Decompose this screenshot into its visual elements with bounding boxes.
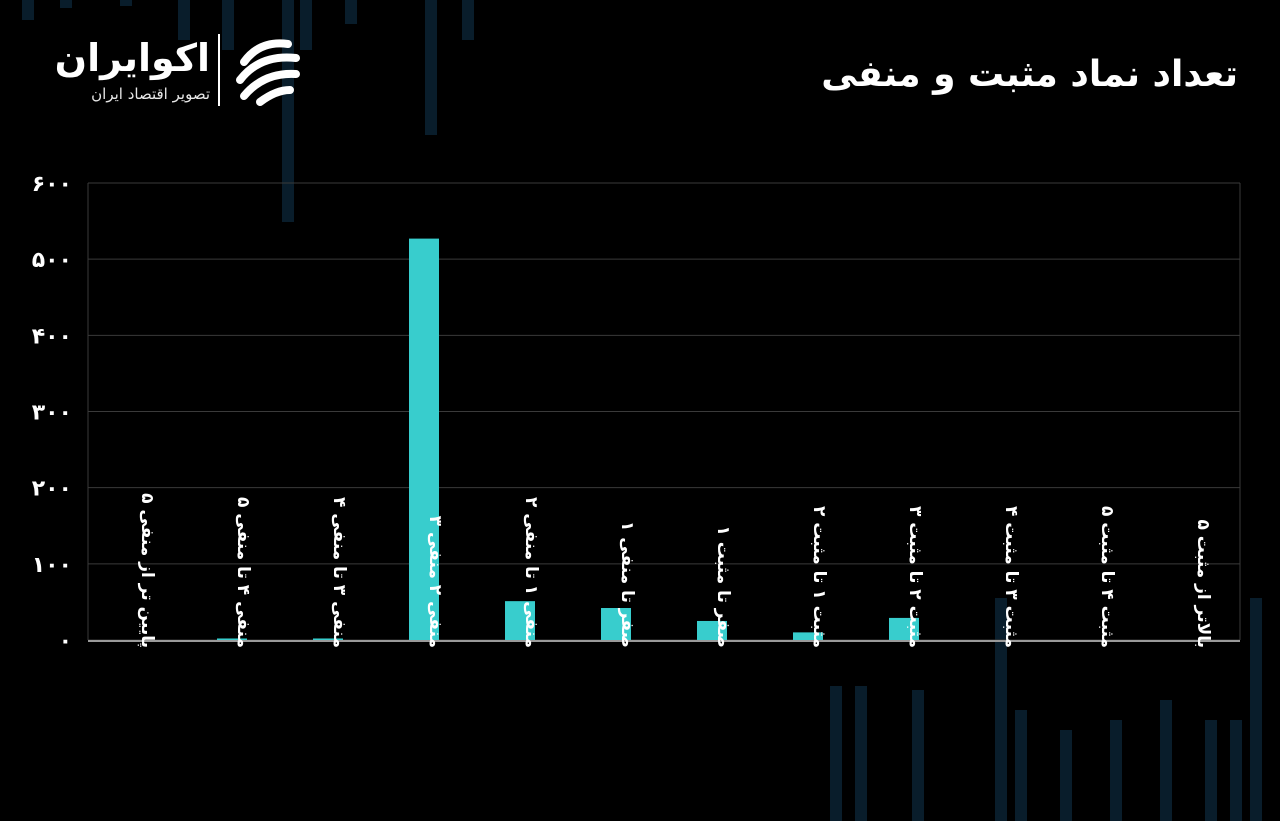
decor-candle xyxy=(995,598,1007,821)
decor-candle xyxy=(855,686,867,821)
bar xyxy=(313,638,343,640)
decor-candle xyxy=(120,0,132,6)
y-tick-label: ۵۰۰ xyxy=(32,248,72,273)
y-tick-label: ۳۰۰ xyxy=(32,401,72,426)
x-tick-label: مثبت ۱ تا مثبت ۲ xyxy=(809,506,829,648)
x-tick-label: پایین تر از منفی ۵ xyxy=(137,493,157,648)
x-tick-label: منفی ۲ منفی ۳ xyxy=(425,516,445,648)
x-tick-label: صفر تا مثبت ۱ xyxy=(713,525,733,648)
x-tick-label: مثبت ۳ تا مثبت ۴ xyxy=(1001,506,1021,648)
decor-candle xyxy=(1250,598,1262,821)
bar xyxy=(697,620,727,640)
y-tick-label: ۲۰۰ xyxy=(32,477,72,502)
bar xyxy=(217,638,247,640)
x-tick-label: بالاتر از مثبت ۵ xyxy=(1193,519,1213,648)
decor-candle xyxy=(462,0,474,40)
x-tick-label: مثبت ۲ تا مثبت ۳ xyxy=(905,506,925,648)
decor-candle xyxy=(222,0,234,50)
bar xyxy=(793,632,823,640)
brand-tagline: تصویر اقتصاد ایران xyxy=(91,85,210,103)
x-tick-label: منفی ۱ تا منفی ۲ xyxy=(521,497,541,648)
decor-candle xyxy=(425,0,437,135)
decor-candle xyxy=(1060,730,1072,821)
y-tick-label: ۶۰۰ xyxy=(32,172,72,197)
x-tick-label: منفی ۴ تا منفی ۵ xyxy=(233,497,253,648)
decor-candle xyxy=(1015,710,1027,821)
decor-candle xyxy=(830,686,842,821)
decor-candle xyxy=(22,0,34,20)
y-tick-label: ۰ xyxy=(59,629,72,654)
brand-name: اکوایران xyxy=(54,36,210,80)
bar xyxy=(505,601,535,640)
brand-swirl-icon xyxy=(236,39,300,106)
x-tick-label: منفی ۳ تا منفی ۴ xyxy=(329,497,349,648)
decor-candle xyxy=(1110,720,1122,821)
brand-logo-block: اکوایران تصویر اقتصاد ایران xyxy=(50,32,310,112)
decor-candle xyxy=(1230,720,1242,821)
bar xyxy=(889,617,919,640)
decor-candle xyxy=(1160,700,1172,821)
y-tick-label: ۱۰۰ xyxy=(32,553,72,578)
decor-candle xyxy=(178,0,190,40)
decor-candle xyxy=(1205,720,1217,821)
x-tick-label: صفر تا منفی ۱ xyxy=(617,521,637,648)
decor-candle xyxy=(300,0,312,50)
bar xyxy=(409,238,439,640)
decor-candle xyxy=(60,0,72,8)
y-tick-label: ۴۰۰ xyxy=(32,324,72,349)
chart-title: تعداد نماد مثبت و منفی xyxy=(821,54,1238,95)
x-tick-label: مثبت ۴ تا مثبت ۵ xyxy=(1097,506,1117,648)
brand-divider xyxy=(218,34,220,106)
decor-candle xyxy=(345,0,357,24)
decor-candle xyxy=(912,690,924,821)
bar xyxy=(601,608,631,640)
